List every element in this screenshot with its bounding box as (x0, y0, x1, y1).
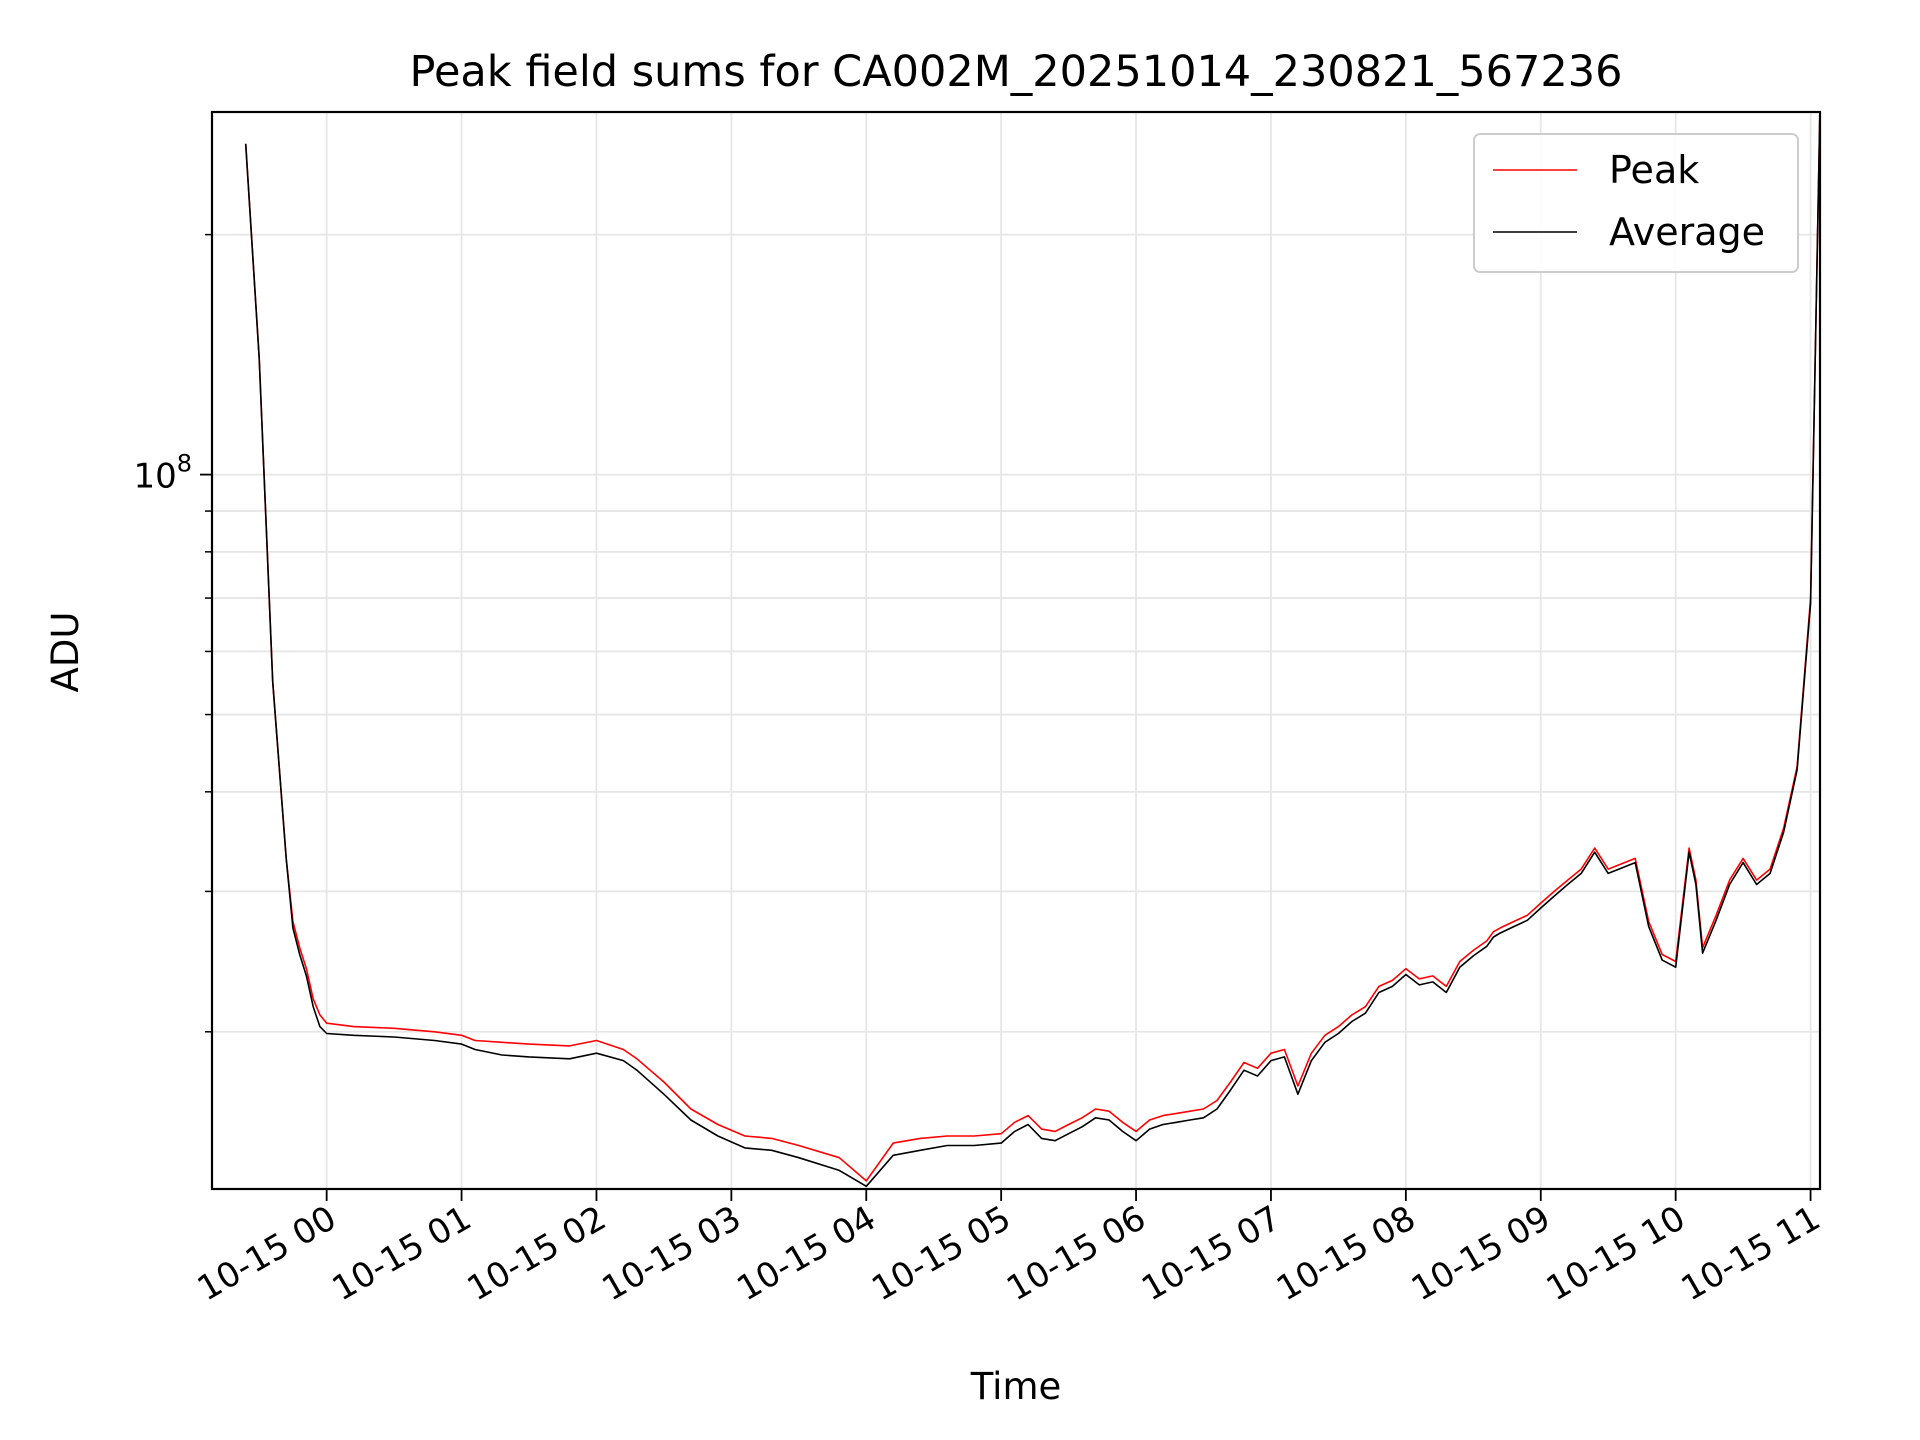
legend: Peak Average (1473, 133, 1799, 273)
legend-label-average: Average (1609, 210, 1765, 254)
plot-frame (210, 110, 1822, 1191)
grid (212, 112, 1820, 1189)
series-line-average (244, 112, 1820, 1188)
x-axis-label: Time (970, 1365, 1062, 1408)
y-tick-label: 108 (133, 450, 192, 497)
chart-title: Peak field sums for CA002M_20251014_2308… (410, 47, 1623, 97)
series-line-peak (244, 112, 1820, 1182)
legend-box (1473, 133, 1799, 273)
legend-label-peak: Peak (1609, 148, 1699, 192)
series-layer (244, 112, 1820, 1188)
y-axis-label: ADU (44, 612, 87, 693)
